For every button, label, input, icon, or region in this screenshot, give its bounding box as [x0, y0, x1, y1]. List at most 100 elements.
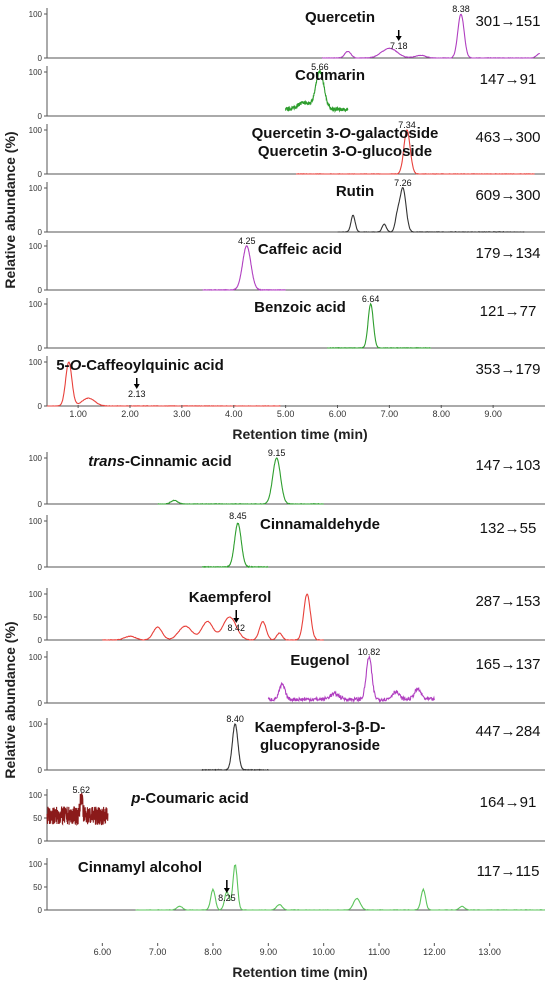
y-tick-label: 100	[29, 184, 43, 193]
y-tick-label: 50	[33, 814, 42, 823]
compound-tail: -Caffeoylquinic acid	[81, 357, 224, 374]
x-tick-label: 1.00	[69, 409, 87, 419]
peak-arrowhead	[133, 384, 140, 389]
transition-label: 463→300	[475, 129, 540, 146]
traces-layer: 100 0 8.38 7.18 Quercetin 301→151 100 0 5.66Coum…	[29, 4, 546, 957]
x-tick-label: 3.00	[173, 409, 191, 419]
trace-line	[201, 522, 269, 569]
x-tick-label: 8.00	[204, 947, 222, 957]
transition-label: 447→284	[475, 723, 540, 740]
compound-text: Quercetin 3-	[252, 125, 340, 142]
trace-group-0: 100 0 8.38 7.18 Quercetin 301→151	[29, 4, 545, 63]
y-tick-label: 0	[38, 766, 43, 775]
y-tick-label: 100	[29, 358, 43, 367]
compound-text: Cinnamyl alcohol	[78, 859, 202, 876]
y-tick-label: 0	[38, 54, 43, 63]
x-tick-label: 6.00	[329, 409, 347, 419]
peak-label: 8.38	[452, 4, 470, 14]
trace-line	[157, 457, 324, 505]
trace-line	[337, 186, 525, 233]
y-tick-label: 100	[29, 791, 43, 800]
x-tick-label: 4.00	[225, 409, 243, 419]
x-tick-label: 2.00	[121, 409, 139, 419]
peak-label: 10.82	[358, 647, 381, 657]
transition-label: 132→55	[480, 520, 537, 537]
y-tick-label: 0	[38, 344, 43, 353]
y-tick-label: 100	[29, 860, 43, 869]
trace-group-12: 100 50 0 5.62 p-Coumaric acid 164→91	[29, 785, 545, 846]
compound-label: Kaempferol	[189, 589, 272, 606]
y-tick-label: 100	[29, 454, 43, 463]
y-tick-label: 100	[29, 517, 43, 526]
trace-line	[327, 302, 432, 349]
compound-text: Cinnamaldehyde	[260, 516, 380, 533]
trace-line	[267, 654, 435, 704]
xlabel-panel-1: Retention time (min)	[232, 426, 367, 442]
y-tick-label: 0	[38, 837, 43, 846]
transition-label: 147→103	[475, 457, 540, 474]
y-tick-label: 100	[29, 126, 43, 135]
x-tick-label: 9.00	[260, 947, 278, 957]
x-tick-label: 8.00	[432, 409, 450, 419]
trace-group-11: 100 0 8.40 Kaempferol-3-β-D-glucopyranoside…	[29, 714, 545, 775]
compound-label: Coumarin	[295, 67, 365, 84]
y-tick-label: 0	[38, 402, 43, 411]
transition-label: 179→134	[475, 245, 540, 262]
trace-group-6: 100 0 2.13 5-O-Caffeoylquinic acid 353→179	[29, 356, 545, 411]
peak-label: 8.40	[226, 714, 244, 724]
trace-group-7: 100 0 9.15 trans-Cinnamic acid 147→103	[29, 448, 545, 509]
compound-italic: trans	[88, 453, 125, 470]
compound-label: Benzoic acid	[254, 299, 346, 316]
y-tick-label: 0	[38, 286, 43, 295]
compound-text: Benzoic acid	[254, 299, 346, 316]
y-tick-label: 100	[29, 653, 43, 662]
y-tick-label: 100	[29, 68, 43, 77]
transition-label: 164→91	[480, 794, 537, 811]
compound-tail: -Coumaric acid	[140, 790, 248, 807]
ylabel-panel-1: Relative abundance (%)	[2, 131, 18, 288]
compound-text: Coumarin	[295, 67, 365, 84]
x-tick-label: 11.00	[368, 947, 390, 957]
peak-label: 5.62	[73, 785, 91, 795]
compound-label-line2: Quercetin 3-O-glucoside	[258, 143, 432, 160]
trace-line	[135, 864, 546, 911]
compound-text: Quercetin	[305, 9, 375, 26]
trace-line	[202, 245, 286, 291]
compound-label: Cinnamaldehyde	[260, 516, 380, 533]
xlabel-panel-2: Retention time (min)	[232, 964, 367, 980]
transition-label: 353→179	[475, 361, 540, 378]
compound-text: Kaempferol-3-β-D-	[255, 719, 386, 736]
x-tick-label: 9.00	[484, 409, 502, 419]
y-tick-label: 100	[29, 720, 43, 729]
peak-label: 7.34	[398, 120, 416, 130]
compound-italic: O	[339, 125, 351, 142]
x-tick-label: 7.00	[381, 409, 399, 419]
y-tick-label: 50	[33, 883, 42, 892]
trace-line	[46, 793, 109, 826]
y-tick-label: 100	[29, 590, 43, 599]
peak-label: 8.45	[229, 511, 247, 521]
compound-italic: p	[130, 790, 140, 807]
compound-label: 5-O-Caffeoylquinic acid	[56, 357, 224, 374]
compound-label: Kaempferol-3-β-D-	[255, 719, 386, 736]
compound-text: 5-	[56, 357, 69, 374]
compound-label: Cinnamyl alcohol	[78, 859, 202, 876]
trace-line	[102, 593, 324, 641]
compound-italic: O	[70, 357, 82, 374]
peak-label: 9.15	[268, 448, 286, 458]
y-tick-label: 0	[38, 906, 43, 915]
compound-label-line2: glucopyranoside	[260, 737, 380, 754]
transition-label: 301→151	[475, 13, 540, 30]
trace-line	[201, 723, 269, 772]
transition-label: 609→300	[475, 187, 540, 204]
peak-label: 7.26	[394, 178, 412, 188]
peak-label: 8.25	[218, 893, 236, 903]
peak-arrowhead	[233, 618, 240, 623]
y-tick-label: 0	[38, 699, 43, 708]
y-tick-label: 0	[38, 636, 43, 645]
compound-text: Caffeic acid	[258, 241, 342, 258]
compound-tail: -galactoside	[351, 125, 439, 142]
compound-label: p-Coumaric acid	[130, 790, 249, 807]
